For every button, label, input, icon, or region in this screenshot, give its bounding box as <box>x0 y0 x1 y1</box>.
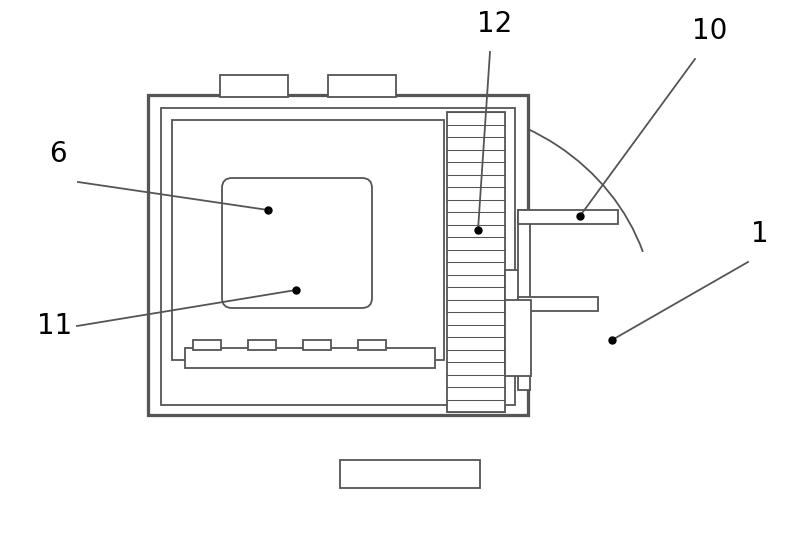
Bar <box>504 270 518 360</box>
Bar <box>517 210 530 390</box>
Bar <box>446 112 504 412</box>
Bar <box>517 210 617 224</box>
Bar <box>247 340 276 350</box>
Text: 1: 1 <box>750 220 768 248</box>
Text: 12: 12 <box>477 10 512 38</box>
Bar <box>303 340 331 350</box>
Bar <box>340 460 479 488</box>
Bar <box>328 75 396 97</box>
Text: 11: 11 <box>37 312 72 340</box>
Bar <box>161 108 514 405</box>
Bar <box>358 340 385 350</box>
Bar <box>517 297 597 311</box>
Bar <box>504 300 530 376</box>
Bar <box>193 340 221 350</box>
Text: 6: 6 <box>49 140 67 168</box>
Bar <box>220 75 288 97</box>
Text: 10: 10 <box>692 17 727 45</box>
Bar <box>172 120 444 360</box>
FancyBboxPatch shape <box>221 178 371 308</box>
Bar <box>185 348 435 368</box>
Bar <box>148 95 527 415</box>
